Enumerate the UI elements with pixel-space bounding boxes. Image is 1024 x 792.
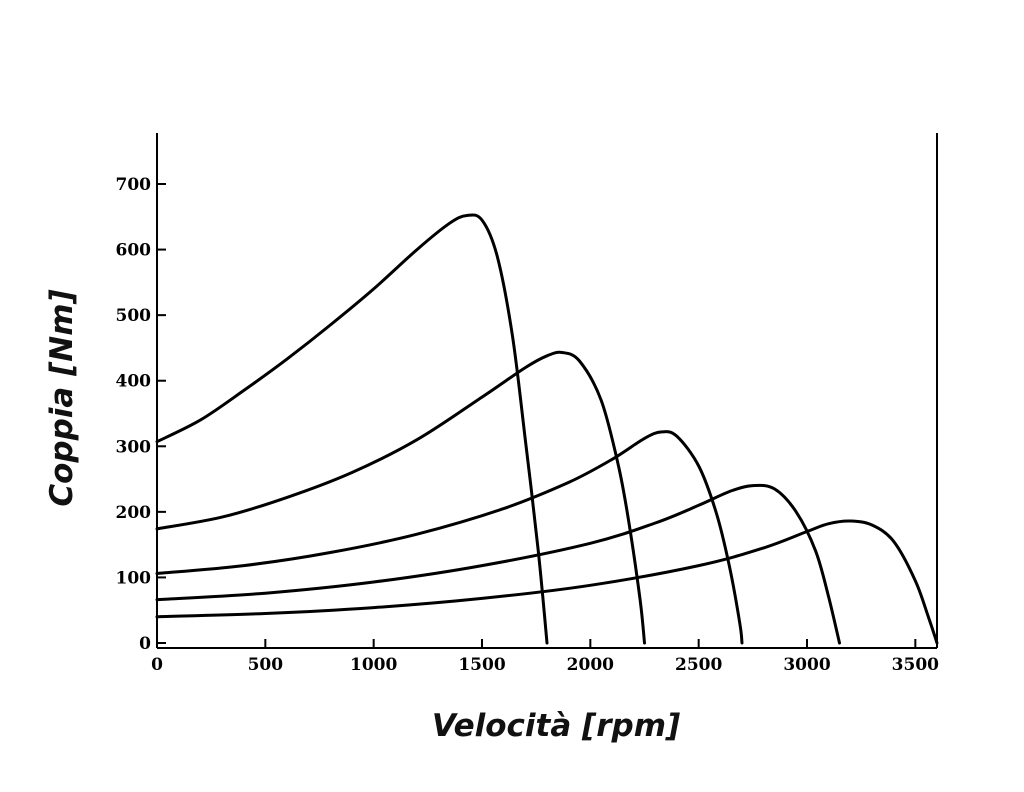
curves: [155, 213, 939, 645]
x-tick-label: 0: [151, 655, 163, 675]
x-tick-label: 2000: [567, 655, 614, 675]
torque-curve-1: [155, 213, 549, 645]
axis-titles: Velocità [rpm] Coppia [Nm]: [44, 289, 680, 744]
x-axis-title: Velocità [rpm]: [432, 708, 680, 744]
x-tick-label: 3000: [783, 655, 830, 675]
x-tick-label: 2500: [675, 655, 722, 675]
y-tick-label: 700: [116, 175, 152, 195]
axes: 0 100 200 300 400 500 600 700 0 500 1000 1500 2000 25…: [116, 133, 939, 675]
x-tick-label: 1500: [458, 655, 505, 675]
x-tick-label: 3500: [892, 655, 939, 675]
y-tick-label: 300: [116, 437, 152, 457]
y-tick-label: 400: [116, 372, 152, 392]
torque-curve-5: [155, 519, 939, 645]
torque-curve-2: [155, 350, 646, 645]
y-tick-label: 500: [116, 306, 152, 326]
y-tick-label: 200: [116, 503, 152, 523]
y-tick-label: 0: [139, 634, 151, 654]
x-tick-label: 1000: [350, 655, 397, 675]
torque-curve-3: [155, 430, 744, 645]
y-tick-label: 100: [116, 568, 152, 588]
y-tick-label: 600: [116, 241, 152, 261]
y-axis-title: Coppia [Nm]: [44, 289, 80, 506]
x-tick-label: 500: [248, 655, 284, 675]
torque-curve-4: [155, 483, 841, 645]
